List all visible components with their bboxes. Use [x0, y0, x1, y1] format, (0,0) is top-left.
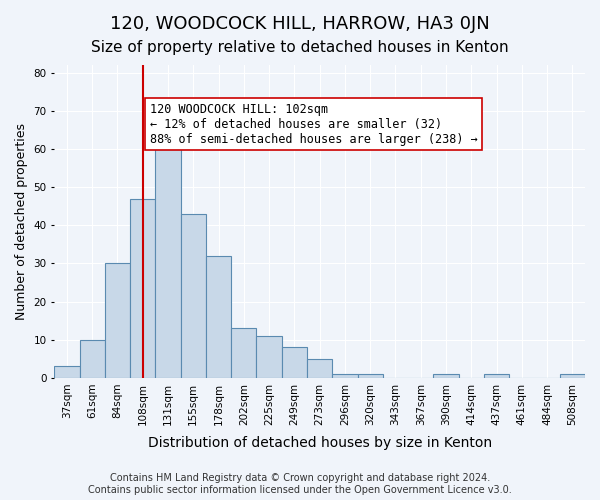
Bar — [105, 264, 130, 378]
Bar — [130, 198, 155, 378]
Bar — [256, 336, 282, 378]
Text: 120, WOODCOCK HILL, HARROW, HA3 0JN: 120, WOODCOCK HILL, HARROW, HA3 0JN — [110, 15, 490, 33]
Text: 120 WOODCOCK HILL: 102sqm
← 12% of detached houses are smaller (32)
88% of semi-: 120 WOODCOCK HILL: 102sqm ← 12% of detac… — [150, 102, 478, 146]
Bar — [560, 374, 585, 378]
Bar — [332, 374, 358, 378]
Bar — [206, 256, 231, 378]
Bar — [358, 374, 383, 378]
Bar — [55, 366, 80, 378]
Bar — [155, 130, 181, 378]
Text: Size of property relative to detached houses in Kenton: Size of property relative to detached ho… — [91, 40, 509, 55]
Bar — [181, 214, 206, 378]
X-axis label: Distribution of detached houses by size in Kenton: Distribution of detached houses by size … — [148, 436, 492, 450]
Text: Contains HM Land Registry data © Crown copyright and database right 2024.
Contai: Contains HM Land Registry data © Crown c… — [88, 474, 512, 495]
Bar — [282, 348, 307, 378]
Bar — [80, 340, 105, 378]
Bar — [484, 374, 509, 378]
Bar — [307, 359, 332, 378]
Bar — [231, 328, 256, 378]
Bar — [433, 374, 458, 378]
Y-axis label: Number of detached properties: Number of detached properties — [15, 123, 28, 320]
